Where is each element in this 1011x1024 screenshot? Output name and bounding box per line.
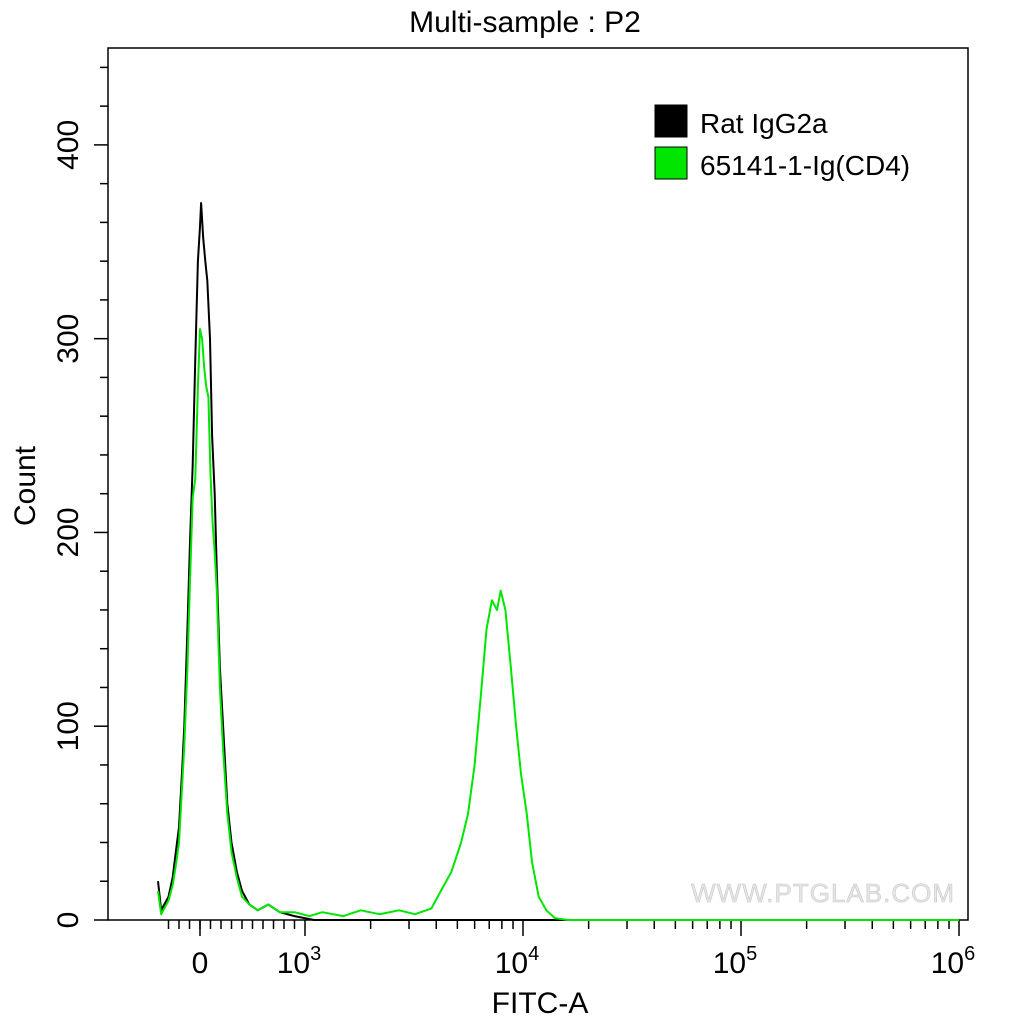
y-tick-label: 200 — [52, 507, 85, 557]
x-tick-label: 105 — [713, 943, 758, 980]
x-tick-exponent: 3 — [310, 943, 321, 965]
x-tick-label: 0 — [192, 947, 209, 980]
legend-swatch-cd4 — [654, 146, 688, 180]
legend: Rat IgG2a 65141-1-Ig(CD4) — [654, 104, 910, 181]
x-tick-exponent: 6 — [964, 943, 975, 965]
y-tick-label: 300 — [52, 314, 85, 364]
y-axis: 0 100 200 300 400 — [52, 66, 108, 929]
x-tick-exponent: 5 — [746, 943, 757, 965]
plot-frame — [107, 47, 969, 921]
x-tick-base: 0 — [192, 947, 209, 980]
x-axis-label: FITC-A — [492, 987, 589, 1020]
y-tick-label: 100 — [52, 701, 85, 751]
legend-label-rat-igg2a: Rat IgG2a — [700, 108, 828, 139]
x-axis: 0 103 104 105 106 — [167, 920, 976, 980]
x-tick-label: 106 — [931, 943, 976, 980]
x-tick-base: 10 — [931, 947, 964, 980]
legend-swatch-rat-igg2a — [654, 104, 688, 138]
x-tick-base: 10 — [495, 947, 528, 980]
x-tick-label: 104 — [495, 943, 540, 980]
x-tick-base: 10 — [277, 947, 310, 980]
legend-label-cd4: 65141-1-Ig(CD4) — [700, 150, 910, 181]
series-line-cd4 — [157, 328, 959, 921]
x-tick-exponent: 4 — [528, 943, 539, 965]
x-tick-label: 103 — [277, 943, 322, 980]
series-layer — [157, 202, 959, 921]
y-tick-label: 0 — [52, 912, 85, 929]
chart-title: Multi-sample : P2 — [409, 6, 641, 39]
y-tick-label: 400 — [52, 120, 85, 170]
x-tick-base: 10 — [713, 947, 746, 980]
watermark-text: WWW.PTGLAB.COM — [691, 878, 955, 908]
y-axis-label: Count — [9, 445, 42, 526]
